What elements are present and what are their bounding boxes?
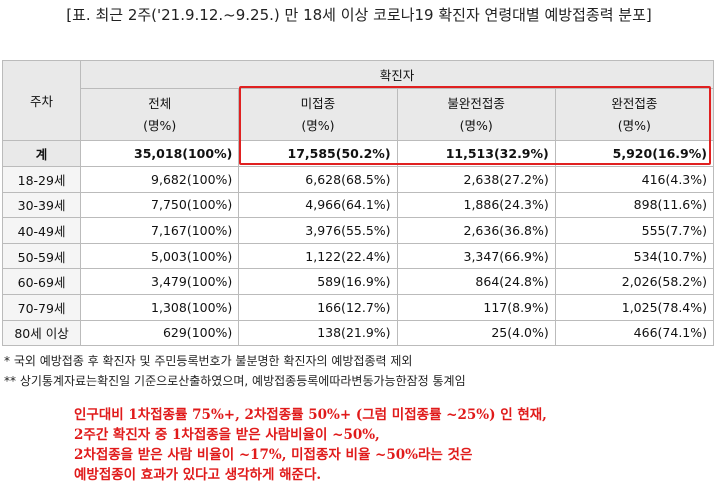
table-cell: 1,308(100%): [80, 293, 240, 321]
footnote: * 국외 예방접종 후 확진자 및 주민등록번호가 불분명한 확진자의 예방접종…: [4, 354, 413, 368]
table-cell: 3,976(55.5%): [238, 217, 398, 244]
row-header: 주차: [1, 60, 82, 141]
column-name: 전체: [148, 95, 172, 111]
annotation: 인구대비 1차접종률 75%+, 2차접종률 50%+ (그럼 미접종률 ~25…: [74, 407, 547, 423]
table-cell: 864(24.8%): [396, 268, 556, 295]
table-cell: 2,636(36.8%): [396, 217, 556, 244]
footnote: ** 상기통계자료는확진일 기준으로산출하였으며, 예방접종등록에따라변동가능한…: [4, 374, 466, 388]
table-cell: 1,886(24.3%): [396, 191, 556, 219]
row-label: 50-59세: [1, 242, 82, 270]
table-cell: 629(100%): [80, 319, 240, 347]
table-row: 18-29세 9,682(100%) 6,628(68.5%) 2,638(27.2%…: [1, 166, 715, 193]
title: [표. 최근 2주('21.9.12.~9.25.) 만 18세 이상 코로나1…: [66, 6, 652, 24]
column-name: 불완전접종: [447, 95, 505, 111]
column-unit: (명%): [143, 117, 177, 133]
column-name: 완전접종: [611, 95, 658, 111]
table-cell: 138(21.9%): [238, 319, 398, 347]
annotation: 2차접종을 받은 사람 비율이 ~17%, 미접종자 비율 ~50%라는 것은: [74, 447, 473, 463]
row-label: 18-29세: [1, 166, 82, 193]
table-cell: 7,750(100%): [80, 191, 240, 219]
table-cell: 6,628(68.5%): [238, 166, 398, 193]
table-cell: 7,167(100%): [80, 217, 240, 244]
column-unit: (명%): [301, 117, 335, 133]
table-cell: 25(4.0%): [396, 319, 556, 347]
highlight-box: [239, 86, 711, 165]
table-row: 40-49세 7,167(100%) 3,976(55.5%) 2,636(36.8%…: [1, 217, 715, 244]
group-header: 확진자: [80, 60, 714, 89]
table-cell: 589(16.9%): [238, 268, 398, 295]
table-cell: 9,682(100%): [80, 166, 240, 193]
table-cell: 3,479(100%): [80, 268, 240, 295]
table-cell: 466(74.1%): [554, 319, 715, 347]
table-cell: 534(10.7%): [554, 242, 715, 270]
table-row: 80세 이상 629(100%) 138(21.9%) 25(4.0%) 466(74.…: [1, 319, 715, 347]
table-cell: 2,638(27.2%): [396, 166, 556, 193]
table-cell: 4,966(64.1%): [238, 191, 398, 219]
table-cell: 1,122(22.4%): [238, 242, 398, 270]
table-cell: 5,920(16.9%): [554, 140, 715, 167]
table-row: 30-39세 7,750(100%) 4,966(64.1%) 1,886(24.3%…: [1, 191, 715, 219]
row-label: 40-49세: [1, 217, 82, 244]
row-label: 70-79세: [1, 293, 82, 321]
table-cell: 3,347(66.9%): [396, 242, 556, 270]
annotation: 2주간 확진자 중 1차접종을 받은 사람비율이 ~50%,: [74, 427, 380, 443]
table-cell: 17,585(50.2%): [238, 140, 398, 167]
table-row: 60-69세 3,479(100%) 589(16.9%) 864(24.8%) 2,0…: [1, 268, 715, 295]
table-cell: 11,513(32.9%): [396, 140, 556, 167]
table-cell: 5,003(100%): [80, 242, 240, 270]
table-row: 70-79세 1,308(100%) 166(12.7%) 117(8.9%) 1,02…: [1, 293, 715, 321]
column-unit: (명%): [617, 117, 651, 133]
column-header: 완전접종 (명%): [554, 88, 715, 141]
table-cell: 2,026(58.2%): [554, 268, 715, 295]
column-header: 불완전접종 (명%): [396, 88, 556, 141]
table-cell: 555(7.7%): [554, 217, 715, 244]
table-cell: 898(11.6%): [554, 191, 715, 219]
column-header: 미접종 (명%): [238, 88, 398, 141]
table-cell: 1,025(78.4%): [554, 293, 715, 321]
table-cell: 35,018(100%): [80, 140, 240, 167]
row-label: 계: [1, 140, 82, 167]
column-unit: (명%): [459, 117, 493, 133]
row-label: 30-39세: [1, 191, 82, 219]
table-row: 50-59세 5,003(100%) 1,122(22.4%) 3,347(66.9%…: [1, 242, 715, 270]
table-cell: 117(8.9%): [396, 293, 556, 321]
annotation: 예방접종이 효과가 있다고 생각하게 해준다.: [74, 467, 322, 483]
table-cell: 416(4.3%): [554, 166, 715, 193]
row-label: 60-69세: [1, 268, 82, 295]
table-row: 계 35,018(100%) 17,585(50.2%) 11,513(32.9%) 5…: [1, 140, 715, 167]
table-cell: 166(12.7%): [238, 293, 398, 321]
column-header: 전체 (명%): [80, 88, 240, 141]
row-label: 80세 이상: [1, 319, 82, 347]
column-name: 미접종: [300, 95, 336, 111]
